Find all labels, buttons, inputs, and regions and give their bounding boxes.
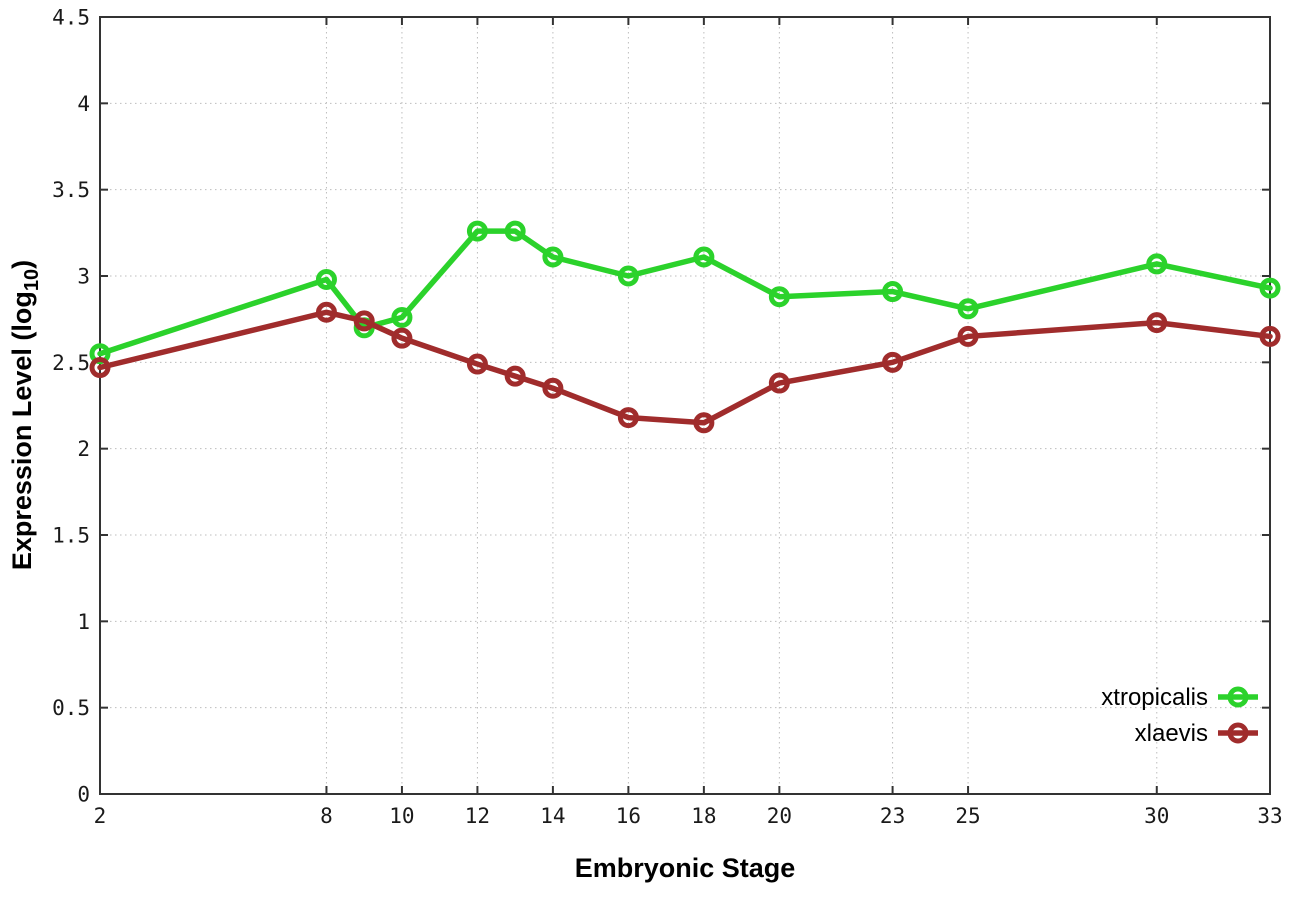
x-tick-label: 25 bbox=[955, 804, 980, 828]
tick-labels: 2 8 10 12 14 16 18 20 23 25 30 33 0 0.5 1 1.5 2 2.5 3 3.5 4 4… bbox=[52, 6, 1283, 829]
data-point-xtropicalis bbox=[1259, 277, 1281, 299]
data-point-xlaevis bbox=[1146, 312, 1168, 334]
data-point-xlaevis bbox=[504, 365, 526, 387]
data-point-xlaevis bbox=[315, 301, 337, 323]
data-point-xlaevis bbox=[1259, 325, 1281, 347]
y-tick-label: 2.5 bbox=[52, 351, 90, 375]
data-point-xlaevis bbox=[391, 327, 413, 349]
data-point-xtropicalis bbox=[957, 298, 979, 320]
axes-and-ticks bbox=[99, 16, 1271, 795]
x-tick-label: 12 bbox=[465, 804, 490, 828]
y-axis-title: Expression Level (log10) bbox=[7, 260, 43, 570]
y-tick-label: 3 bbox=[77, 265, 90, 289]
data-point-xlaevis bbox=[353, 310, 375, 332]
x-tick-label: 14 bbox=[540, 804, 565, 828]
data-point-xtropicalis bbox=[542, 246, 564, 268]
data-point-xlaevis bbox=[957, 325, 979, 347]
data-point-xlaevis bbox=[617, 407, 639, 429]
data-point-xtropicalis bbox=[391, 306, 413, 328]
plot-border bbox=[99, 16, 1271, 795]
x-tick-label: 20 bbox=[767, 804, 792, 828]
y-tick-label: 2 bbox=[77, 437, 90, 461]
data-point-xlaevis bbox=[542, 377, 564, 399]
x-tick-label: 30 bbox=[1144, 804, 1169, 828]
data-series bbox=[89, 220, 1281, 434]
y-tick-label: 4 bbox=[77, 92, 90, 116]
legend: xtropicalis xlaevis bbox=[1101, 684, 1258, 747]
data-point-xlaevis bbox=[466, 353, 488, 375]
series-line-xlaevis bbox=[97, 309, 1273, 426]
data-point-xtropicalis bbox=[315, 268, 337, 290]
x-tick-label: 8 bbox=[320, 804, 333, 828]
y-tick-label: 4.5 bbox=[52, 6, 90, 30]
x-tick-label: 33 bbox=[1257, 804, 1282, 828]
legend-sample-marker-xtropicalis bbox=[1227, 686, 1249, 708]
gridlines bbox=[100, 17, 1270, 794]
x-tick-label: 23 bbox=[880, 804, 905, 828]
x-tick-label: 16 bbox=[616, 804, 641, 828]
data-point-xlaevis bbox=[89, 357, 111, 379]
data-point-xtropicalis bbox=[466, 220, 488, 242]
x-axis-title: Embryonic Stage bbox=[575, 853, 796, 883]
data-point-xtropicalis bbox=[1146, 253, 1168, 275]
y-tick-label: 1 bbox=[77, 610, 90, 634]
y-tick-label: 1.5 bbox=[52, 524, 90, 548]
legend-label-xlaevis: xlaevis bbox=[1135, 720, 1208, 747]
x-tick-label: 18 bbox=[691, 804, 716, 828]
data-point-xtropicalis bbox=[617, 265, 639, 287]
x-tick-label: 2 bbox=[94, 804, 107, 828]
y-tick-label: 0 bbox=[77, 783, 90, 807]
data-point-xlaevis bbox=[882, 351, 904, 373]
legend-label-xtropicalis: xtropicalis bbox=[1101, 684, 1208, 711]
data-point-xtropicalis bbox=[768, 286, 790, 308]
series-line-xtropicalis bbox=[97, 228, 1273, 357]
x-tick-label: 10 bbox=[389, 804, 414, 828]
data-point-xtropicalis bbox=[693, 246, 715, 268]
y-tick-label: 3.5 bbox=[52, 178, 90, 202]
data-point-xtropicalis bbox=[504, 220, 526, 242]
data-point-xlaevis bbox=[693, 412, 715, 434]
legend-marker-samples bbox=[1218, 686, 1258, 744]
legend-sample-marker-xlaevis bbox=[1227, 722, 1249, 744]
data-point-xtropicalis bbox=[882, 281, 904, 303]
y-tick-label: 0.5 bbox=[52, 696, 90, 720]
data-point-xlaevis bbox=[768, 372, 790, 394]
